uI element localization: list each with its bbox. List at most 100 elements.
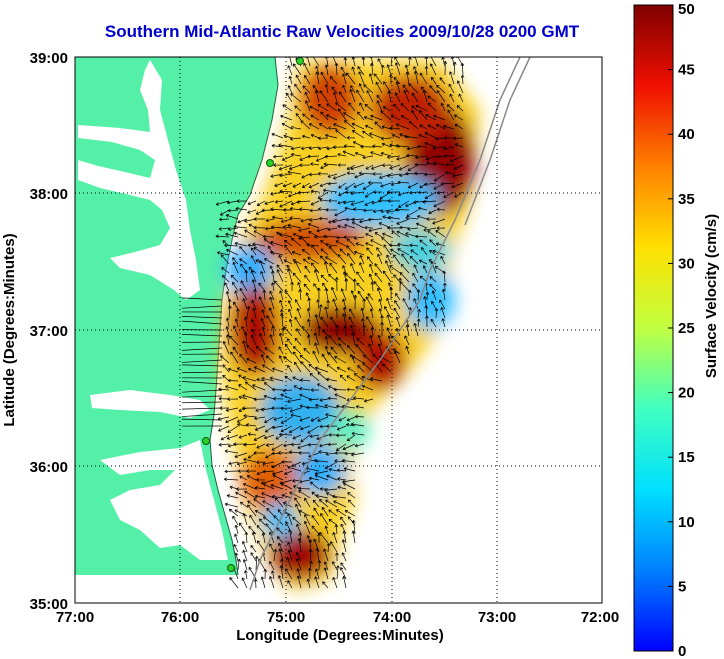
- velocity-arrow: [405, 345, 410, 355]
- velocity-arrow: [429, 63, 437, 76]
- velocity-arrow: [346, 135, 356, 140]
- velocity-arrow: [227, 425, 239, 433]
- velocity-arrow: [336, 366, 347, 373]
- velocity-arrow: [387, 198, 401, 203]
- velocity-arrow: [263, 483, 275, 490]
- velocity-arrow: [453, 164, 464, 170]
- velocity-arrow: [235, 206, 248, 211]
- velocity-arrow: [347, 492, 356, 499]
- velocity-arrow: [256, 377, 266, 382]
- velocity-arrow: [345, 217, 356, 222]
- velocity-arrow: [460, 62, 465, 76]
- velocity-arrow: [354, 173, 365, 179]
- velocity-arrow: [357, 365, 365, 373]
- velocity-arrow: [289, 137, 302, 141]
- velocity-arrow: [242, 340, 248, 355]
- velocity-arrow: [326, 474, 338, 481]
- velocity-arrow: [413, 57, 419, 67]
- velocity-arrow: [239, 258, 248, 265]
- velocity-arrow: [324, 488, 338, 493]
- velocity-arrow: [336, 433, 347, 438]
- velocity-arrow: [272, 474, 284, 481]
- pamlico-sound: [100, 440, 228, 560]
- velocity-arrow: [315, 71, 320, 85]
- velocity-arrow: [346, 375, 356, 382]
- velocity-arrow: [318, 136, 329, 141]
- velocity-arrow: [442, 282, 447, 292]
- velocity-arrow: [288, 529, 293, 544]
- velocity-arrow: [287, 541, 293, 553]
- velocity-arrow: [361, 384, 374, 391]
- velocity-arrow: [374, 232, 383, 238]
- velocity-arrow: [254, 416, 266, 421]
- velocity-arrow: [216, 251, 230, 256]
- velocity-arrow: [374, 263, 383, 274]
- velocity-arrow: [324, 64, 329, 76]
- velocity-arrow: [386, 209, 401, 214]
- velocity-arrow: [344, 206, 356, 211]
- velocity-arrow: [441, 318, 446, 328]
- velocity-arrow: [233, 544, 239, 553]
- velocity-arrow: [225, 334, 230, 346]
- velocity-arrow: [392, 348, 401, 355]
- velocity-arrow: [371, 200, 383, 205]
- velocity-arrow: [310, 189, 320, 194]
- velocity-arrow: [225, 407, 239, 412]
- velocity-arrow: [279, 299, 284, 310]
- velocity-arrow: [228, 508, 239, 517]
- velocity-arrow: [387, 173, 401, 178]
- velocity-arrow: [239, 353, 248, 364]
- velocity-arrow: [271, 443, 284, 451]
- velocity-arrow: [261, 492, 275, 499]
- velocity-arrow: [267, 245, 275, 256]
- velocity-arrow: [299, 416, 311, 422]
- velocity-arrow: [335, 443, 347, 451]
- velocity-arrow: [280, 416, 293, 424]
- velocity-arrow: [335, 324, 340, 337]
- x-tick-label: 73:00: [478, 609, 516, 626]
- velocity-arrow: [296, 575, 302, 589]
- velocity-arrow: [225, 385, 239, 391]
- velocity-arrow: [226, 434, 239, 440]
- velocity-arrow: [452, 173, 464, 178]
- velocity-arrow: [299, 163, 311, 168]
- velocity-arrow: [336, 468, 347, 473]
- radar-site-marker: [202, 437, 210, 445]
- velocity-arrow: [362, 155, 374, 160]
- velocity-arrow: [181, 407, 223, 410]
- velocity-arrow: [374, 121, 383, 130]
- y-tick-label: 39:00: [30, 50, 68, 67]
- velocity-arrow: [181, 395, 223, 398]
- x-tick-label: 75:00: [267, 609, 305, 626]
- velocity-arrow: [363, 398, 374, 403]
- velocity-arrow: [348, 102, 356, 112]
- velocity-arrow: [439, 299, 446, 310]
- velocity-arrow: [317, 560, 322, 571]
- velocity-arrow: [327, 126, 338, 130]
- velocity-arrow: [286, 557, 293, 571]
- velocity-arrow: [383, 244, 392, 256]
- velocity-arrow: [254, 425, 266, 431]
- velocity-arrow: [281, 493, 293, 499]
- velocity-arrow: [309, 208, 320, 213]
- velocity-arrow: [445, 162, 455, 167]
- velocity-arrow: [288, 425, 302, 434]
- velocity-arrow: [258, 296, 266, 310]
- velocity-arrow: [338, 191, 347, 197]
- velocity-arrow: [324, 154, 338, 159]
- velocity-arrow: [369, 132, 383, 139]
- velocity-arrow: [281, 155, 293, 162]
- velocity-arrow: [256, 200, 266, 206]
- velocity-arrow: [286, 264, 293, 274]
- velocity-arrow: [409, 190, 419, 195]
- velocity-arrow: [265, 355, 275, 364]
- velocity-arrow: [382, 163, 392, 168]
- velocity-arrow: [256, 525, 266, 535]
- velocity-arrow: [279, 200, 293, 208]
- velocity-arrow: [323, 567, 329, 580]
- velocity-arrow: [421, 247, 428, 256]
- colorbar-tick-label: 20: [678, 385, 695, 402]
- velocity-arrow: [447, 109, 455, 121]
- velocity-arrow: [342, 298, 347, 310]
- velocity-arrow: [324, 336, 329, 346]
